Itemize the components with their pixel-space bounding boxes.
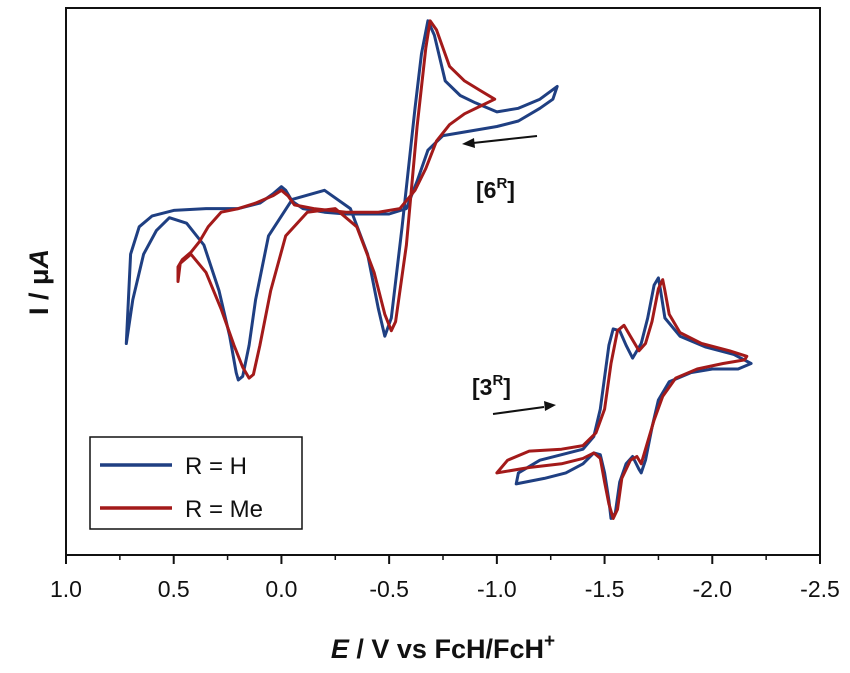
- x-axis-title-italic: E: [331, 634, 350, 664]
- cv-trace-3-r-me: [495, 278, 749, 520]
- annotation-6R-close: ]: [507, 177, 515, 203]
- x-axis-title: E / V vs FcH/FcH+: [331, 631, 555, 664]
- x-tick-label: 0.5: [158, 576, 190, 602]
- annotation-3R-sup: R: [492, 372, 503, 389]
- annotation-6R-sup: R: [496, 175, 507, 192]
- annotation-3R: [3R]: [472, 372, 511, 400]
- x-tick-label: -1.5: [585, 576, 625, 602]
- x-tick-label: -0.5: [369, 576, 409, 602]
- cv-traces: [124, 19, 753, 520]
- x-axis-ticks: [65, 555, 821, 564]
- annotation-arrow-3: [492, 401, 556, 415]
- cv-trace-6-r-h: [124, 19, 559, 382]
- x-tick-label: -2.5: [800, 576, 840, 602]
- x-axis-tick-labels: 1.0 0.5 0.0 -0.5 -1.0 -1.5 -2.0 -2.5: [50, 576, 840, 602]
- legend-box: [89, 436, 303, 530]
- y-axis-title: I / μA: [24, 249, 54, 315]
- y-axis-title-italic: A: [24, 249, 54, 270]
- annotation-6R-base: [6: [476, 177, 496, 203]
- x-axis-title-sup: +: [544, 631, 555, 652]
- x-axis-title-rest: / V vs FcH/FcH: [349, 634, 544, 664]
- x-tick-label: -2.0: [692, 576, 732, 602]
- legend-label-r-h: R = H: [185, 453, 247, 480]
- annotation-3R-base: [3: [472, 374, 492, 400]
- x-tick-label: 1.0: [50, 576, 82, 602]
- annotation-3R-close: ]: [503, 374, 511, 400]
- y-axis-title-main: I / μ: [24, 268, 54, 315]
- legend-label-r-me: R = Me: [185, 496, 263, 523]
- legend: R = H R = Me: [89, 436, 303, 530]
- x-tick-label: 0.0: [265, 576, 297, 602]
- annotation-6R: [6R]: [476, 175, 515, 203]
- annotation-arrow-6: [462, 135, 538, 148]
- cv-trace-3-r-h: [514, 276, 753, 520]
- cv-trace-6-r-me: [176, 19, 497, 380]
- x-tick-label: -1.0: [477, 576, 517, 602]
